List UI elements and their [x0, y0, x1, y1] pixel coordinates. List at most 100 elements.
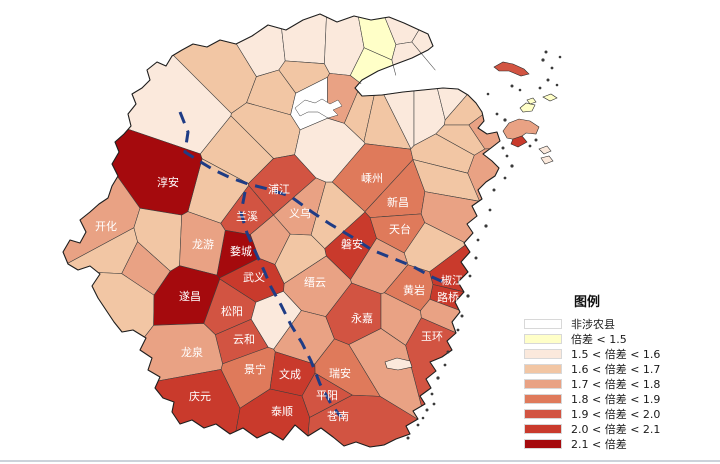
legend-swatch: [524, 318, 562, 329]
legend-item-label: 非涉农县: [571, 317, 615, 331]
county-label-chunan: 淳安: [157, 175, 179, 189]
legend-swatch: [524, 408, 562, 419]
county-label-tiantai: 天台: [389, 222, 411, 236]
islet-speck: [558, 55, 562, 59]
islet-speck: [495, 112, 499, 116]
islet-speck: [443, 363, 447, 367]
province-outline: [62, 13, 501, 448]
page-bottom-rule: [0, 460, 720, 462]
county-label-luqiao: 路桥: [437, 291, 459, 304]
county-label-songyang: 松阳: [221, 304, 243, 318]
islet-speck: [421, 416, 425, 420]
island-daishan: [519, 102, 536, 113]
legend-item-label: 2.0 < 倍差 < 2.1: [571, 422, 661, 436]
islet-speck: [456, 328, 460, 332]
islet-speck: [460, 314, 464, 318]
islet-speck: [546, 78, 550, 82]
legend-item: 1.9 < 倍差 < 2.0: [516, 406, 706, 421]
legend: 图例 非涉农县 倍差 < 1.5 1.5 < 倍差 < 1.6 1.6 < 倍差…: [516, 291, 706, 451]
islet-speck: [538, 86, 542, 90]
islet-speck: [510, 84, 514, 88]
county-label-qingyuan: 庆元: [189, 389, 211, 403]
legend-item-label: 1.6 < 倍差 < 1.7: [571, 362, 661, 376]
islet-speck: [468, 274, 472, 278]
legend-swatch: [524, 393, 562, 404]
islet-speck: [486, 92, 490, 96]
island-islet-yellow: [526, 97, 537, 105]
county-label-lanxi: 兰溪: [236, 210, 258, 223]
legend-title: 图例: [574, 295, 601, 310]
county-label-yiwu: 义乌: [289, 206, 311, 220]
legend-swatch: [524, 378, 562, 389]
county-label-wencheng: 文成: [279, 367, 301, 381]
legend-swatch: [524, 363, 562, 374]
county-label-yongjia: 永嘉: [351, 311, 373, 325]
county-label-cangnan: 苍南: [327, 410, 349, 423]
islet-speck: [430, 392, 434, 396]
legend-swatch: [524, 423, 562, 434]
legend-item-label: 1.9 < 倍差 < 2.0: [571, 407, 661, 421]
islet-speck: [488, 208, 492, 212]
islet-speck: [505, 154, 509, 158]
legend-item: 2.1 < 倍差: [516, 436, 706, 451]
islet-speck: [425, 408, 429, 412]
county-label-suichang: 遂昌: [179, 289, 201, 303]
islet-speck: [466, 294, 470, 298]
island-zhoushan-main: [502, 118, 540, 141]
islet-speck: [436, 376, 440, 380]
county-label-jiaojiang: 椒江: [441, 273, 463, 287]
county-label-pujiang: 浦江: [268, 183, 290, 196]
legend-item: 1.7 < 倍差 < 1.8: [516, 376, 706, 391]
islet-speck: [518, 88, 522, 92]
islet-speck: [446, 350, 450, 354]
islet-speck: [503, 176, 507, 180]
islet-speck: [528, 144, 532, 148]
county-label-pingyang: 平阳: [316, 389, 338, 402]
legend-item-label: 2.1 < 倍差: [571, 437, 627, 451]
legend-swatch: [524, 333, 562, 344]
islet-speck: [476, 238, 480, 242]
county-label-panan: 磐安: [341, 237, 363, 251]
county-label-jinyun: 缙云: [304, 275, 326, 289]
county-label-jingning: 景宁: [244, 362, 266, 376]
county-huzhou: [281, 13, 327, 64]
county-label-longquan: 龙泉: [181, 345, 203, 359]
county-label-yuhuan: 玉环: [421, 330, 443, 343]
islet-speck: [555, 83, 559, 87]
legend-item: 1.8 < 倍差 < 1.9: [516, 391, 706, 406]
islet-speck: [474, 256, 478, 260]
islet-speck: [492, 188, 496, 192]
islet-speck: [544, 50, 548, 54]
divider-dashed-line-1: [178, 111, 451, 287]
islet-speck: [541, 58, 545, 62]
county-label-longyou: 龙游: [192, 238, 214, 251]
legend-item: 非涉农县: [516, 316, 706, 331]
islet-speck: [550, 66, 554, 70]
island-xiangshan-isle-1: [538, 145, 552, 155]
county-label-taishun: 泰顺: [271, 404, 293, 418]
county-label-wuyi: 武义: [243, 271, 265, 284]
legend-item: 1.6 < 倍差 < 1.7: [516, 361, 706, 376]
island-dongtou: [384, 357, 413, 371]
legend-item: 2.0 < 倍差 < 2.1: [516, 421, 706, 436]
county-label-yunhe: 云和: [233, 333, 255, 346]
island-zhoushan-red: [510, 135, 528, 148]
river-estuary: [294, 98, 343, 119]
islet-speck: [484, 224, 488, 228]
islet-speck: [503, 118, 507, 122]
legend-item-label: 1.8 < 倍差 < 1.9: [571, 392, 661, 406]
islet-speck: [510, 164, 514, 168]
county-label-xinchang: 新昌: [387, 195, 409, 209]
legend-swatch: [524, 348, 562, 359]
legend-item: 1.5 < 倍差 < 1.6: [516, 346, 706, 361]
island-qushan: [542, 93, 558, 102]
county-label-huangyan: 黄岩: [403, 283, 425, 297]
legend-item-label: 倍差 < 1.5: [571, 332, 627, 346]
islet-speck: [406, 436, 410, 440]
county-label-kaihua: 开化: [95, 219, 117, 233]
county-label-shengzhou: 嵊州: [361, 172, 383, 185]
legend-item-label: 1.5 < 倍差 < 1.6: [571, 347, 661, 361]
county-label-wucheng: 婺城: [230, 245, 252, 258]
legend-item: 倍差 < 1.5: [516, 331, 706, 346]
